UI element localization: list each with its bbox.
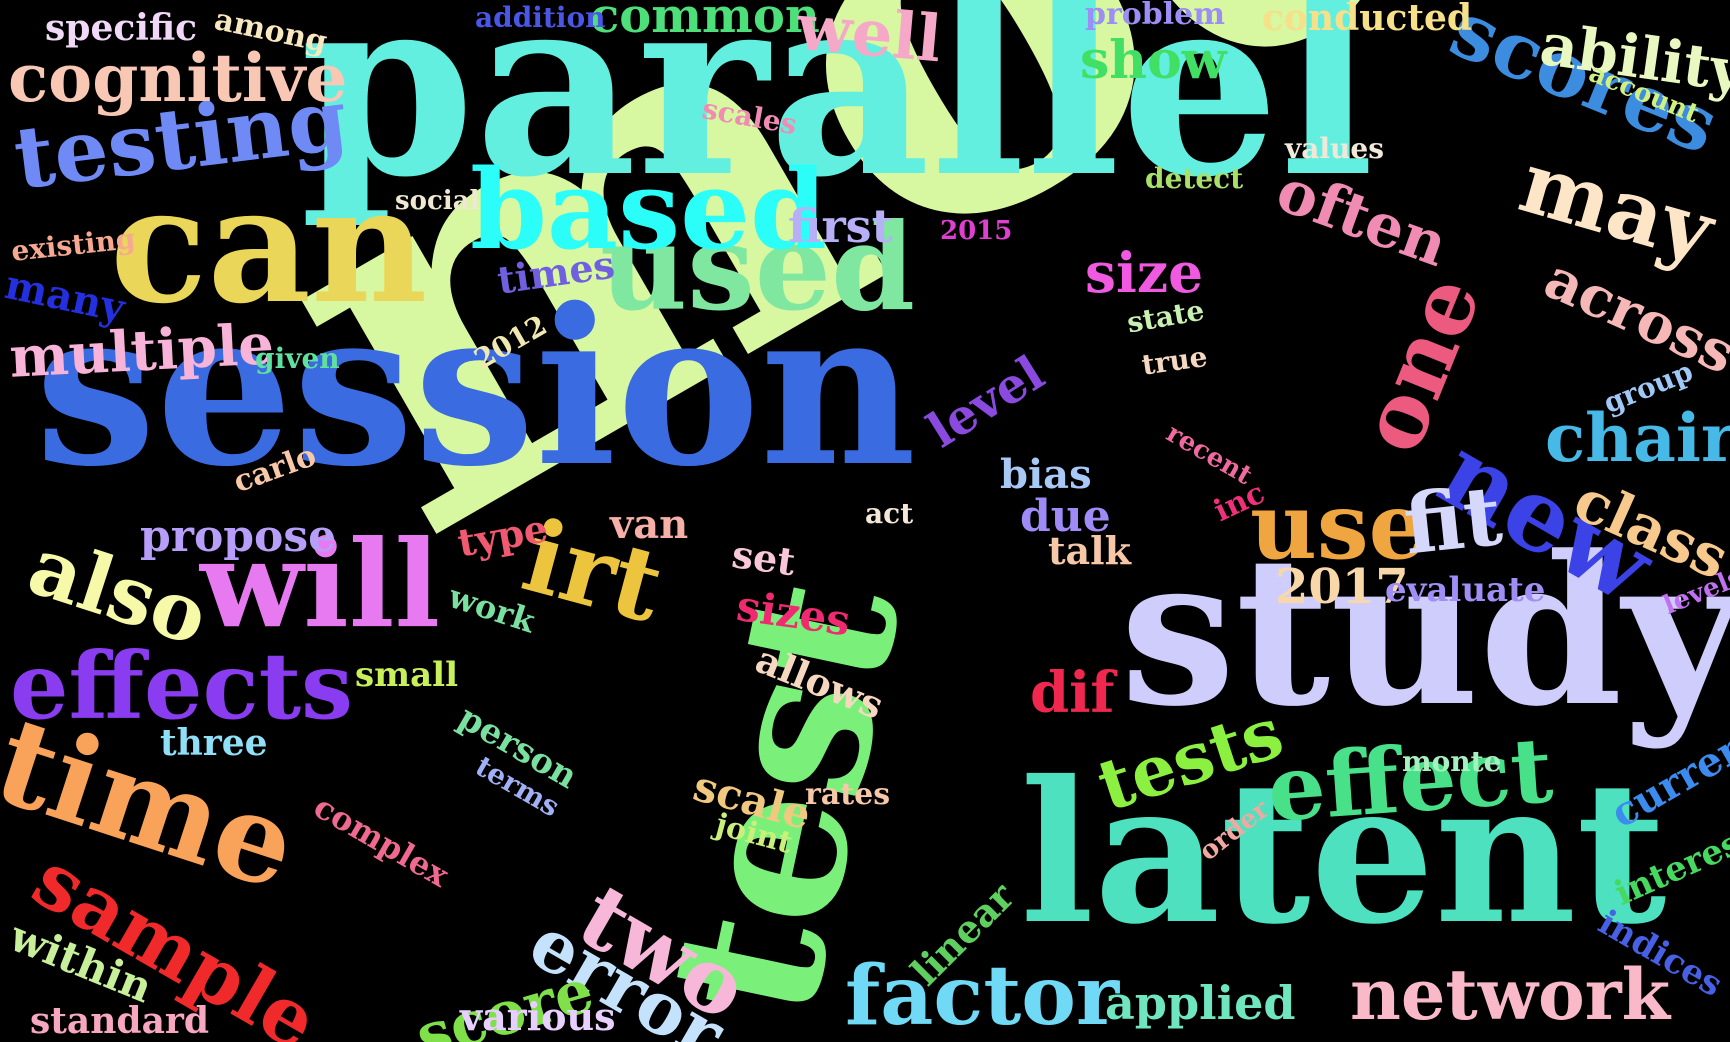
word-values: values xyxy=(1285,132,1384,165)
word-complex: complex xyxy=(307,787,456,895)
word-first: first xyxy=(788,199,893,253)
word-three: three xyxy=(160,722,268,764)
word-used: used xyxy=(600,197,916,338)
word-talk: talk xyxy=(1048,528,1131,573)
word-various: various xyxy=(460,994,616,1039)
word-van: van xyxy=(610,501,689,548)
word-will: will xyxy=(200,514,441,655)
word-detect: detect xyxy=(1145,162,1244,195)
word-true: true xyxy=(1139,339,1210,382)
word-chair: chair xyxy=(1545,399,1730,477)
word-given: given xyxy=(255,342,340,375)
word-session: session xyxy=(35,261,917,514)
word-well: well xyxy=(793,0,945,78)
word-specific: specific xyxy=(45,7,198,49)
word-addition: addition xyxy=(475,1,606,34)
word-set: set xyxy=(729,531,799,585)
word-small: small xyxy=(355,655,458,695)
word-use: use xyxy=(1250,472,1428,580)
word-2017: 2017 xyxy=(1275,559,1409,615)
word-multiple: multiple xyxy=(7,311,276,391)
word-size: size xyxy=(1085,240,1204,305)
word-act: act xyxy=(865,497,914,530)
word-social: social xyxy=(395,186,480,216)
word-applied: applied xyxy=(1105,976,1296,1030)
word-standard: standard xyxy=(30,1000,210,1042)
word-show: show xyxy=(1080,30,1227,91)
word-cognitive: cognitive xyxy=(8,39,348,117)
word-conducted: conducted xyxy=(1262,0,1473,39)
word-recent: recent xyxy=(1161,418,1258,492)
word-effect: effect xyxy=(1264,717,1556,843)
word-fit: fit xyxy=(1399,467,1507,574)
word-network: network xyxy=(1350,953,1671,1036)
word-evaluate: evaluate xyxy=(1385,570,1546,610)
word-common: common xyxy=(590,0,820,44)
word-propose: propose xyxy=(140,511,337,562)
word-dif: dif xyxy=(1030,660,1115,726)
word-factor: factor xyxy=(845,948,1120,1042)
word-based: based xyxy=(470,145,828,274)
word-latent: latent xyxy=(1020,738,1667,967)
word-2015: 2015 xyxy=(940,216,1013,246)
word-study: study xyxy=(1120,512,1730,752)
word-rates: rates xyxy=(805,777,891,812)
word-can: can xyxy=(110,151,428,339)
word-parallel: parallel xyxy=(300,0,1375,232)
word-bias: bias xyxy=(1000,451,1092,498)
word-across: across xyxy=(1535,245,1730,388)
word-monte: monte xyxy=(1402,745,1502,778)
word-due: due xyxy=(1020,491,1111,542)
word-problem: problem xyxy=(1085,0,1225,32)
word-effects: effects xyxy=(10,632,353,740)
